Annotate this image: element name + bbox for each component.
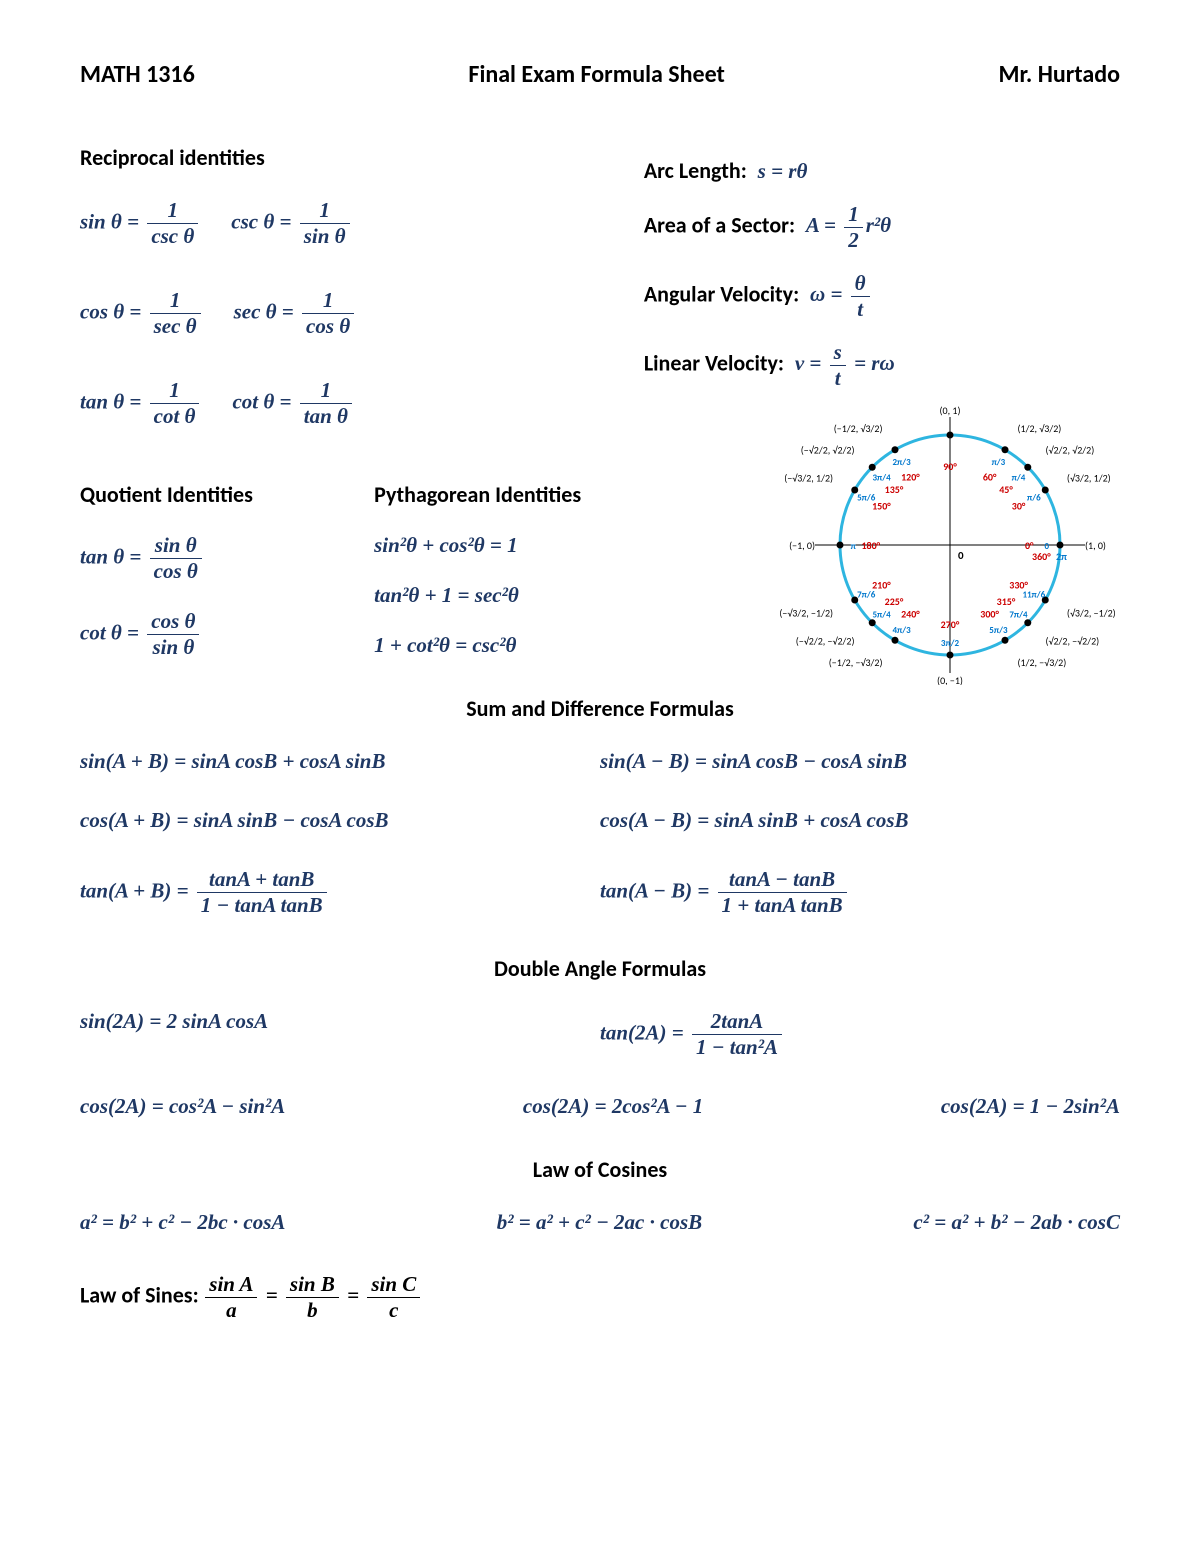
- svg-text:4π/3: 4π/3: [892, 625, 911, 636]
- sumdiff-sin-plus: sin(A + B) = sinA cosB + cosA sinB: [80, 749, 600, 774]
- svg-text:315°: 315°: [997, 595, 1016, 608]
- quot-tan: tan θ = sin θcos θ: [80, 533, 334, 584]
- svg-text:(√2/2, √2/2): (√2/2, √2/2): [1045, 444, 1094, 457]
- angvel-formula: ω = θt: [810, 282, 873, 306]
- svg-text:7π/4: 7π/4: [1009, 609, 1028, 620]
- linvel-label: Linear Velocity:: [644, 349, 784, 376]
- double-title: Double Angle Formulas: [80, 955, 1120, 982]
- page-header: MATH 1316 Final Exam Formula Sheet Mr. H…: [80, 60, 1120, 89]
- svg-text:(1, 0): (1, 0): [1085, 539, 1106, 552]
- svg-text:30°: 30°: [1012, 499, 1026, 512]
- svg-text:π: π: [851, 541, 857, 552]
- pyth-2: tan²θ + 1 = sec²θ: [374, 583, 713, 608]
- sumdiff-tan-minus: tan(A − B) = tanA − tanB1 + tanA tanB: [600, 867, 1120, 918]
- svg-text:(0, 1): (0, 1): [940, 405, 961, 417]
- double-sin: sin(2A) = 2 sinA cosA: [80, 1009, 600, 1060]
- svg-text:90°: 90°: [943, 460, 957, 473]
- svg-text:2π: 2π: [1056, 550, 1067, 563]
- svg-text:270°: 270°: [941, 618, 960, 631]
- recip-cot: cot θ = 1tan θ: [232, 378, 354, 429]
- svg-text:(√3/2, 1/2): (√3/2, 1/2): [1067, 472, 1111, 485]
- svg-text:300°: 300°: [980, 608, 999, 621]
- header-left: MATH 1316: [80, 60, 195, 89]
- sumdiff-sin-minus: sin(A − B) = sinA cosB − cosA sinB: [600, 749, 1120, 774]
- svg-text:120°: 120°: [901, 470, 920, 483]
- sumdiff-cos-minus: cos(A − B) = sinA sinB + cosA cosB: [600, 808, 1120, 833]
- double-cos-1: cos(2A) = cos²A − sin²A: [80, 1094, 285, 1119]
- svg-text:(−√2/2, −√2/2): (−√2/2, −√2/2): [796, 634, 855, 647]
- svg-text:135°: 135°: [885, 483, 904, 496]
- svg-text:(−√3/2, 1/2): (−√3/2, 1/2): [784, 472, 833, 485]
- arc-label: Arc Length:: [644, 157, 747, 184]
- svg-text:(−√2/2, √2/2): (−√2/2, √2/2): [801, 444, 855, 457]
- svg-text:11π/6: 11π/6: [1022, 589, 1045, 600]
- svg-text:(−1/2, −√3/2): (−1/2, −√3/2): [829, 656, 883, 669]
- svg-text:(−1, 0): (−1, 0): [789, 539, 815, 552]
- svg-text:0: 0: [958, 549, 964, 562]
- angvel-label: Angular Velocity:: [644, 280, 799, 307]
- recip-csc: csc θ = 1sin θ: [231, 198, 352, 249]
- svg-text:5π/4: 5π/4: [872, 609, 891, 620]
- pyth-3: 1 + cot²θ = csc²θ: [374, 633, 713, 658]
- lawcos-a: a² = b² + c² − 2bc · cosA: [80, 1210, 285, 1235]
- quotient-title: Quotient Identities: [80, 481, 334, 508]
- svg-text:3π/2: 3π/2: [941, 638, 960, 649]
- svg-text:2π/3: 2π/3: [892, 457, 911, 468]
- svg-text:5π/3: 5π/3: [989, 625, 1008, 636]
- reciprocal-title: Reciprocal identities: [80, 144, 604, 171]
- sector-label: Area of a Sector:: [644, 211, 795, 238]
- linvel-formula: v = st = rω: [795, 351, 895, 375]
- svg-text:3π/4: 3π/4: [872, 473, 891, 484]
- svg-text:π/4: π/4: [1012, 473, 1026, 484]
- svg-text:(0, −1): (0, −1): [937, 674, 963, 685]
- svg-text:(−1/2, √3/2): (−1/2, √3/2): [834, 422, 883, 435]
- header-center: Final Exam Formula Sheet: [468, 60, 724, 89]
- arc-formula: s = rθ: [758, 159, 808, 183]
- sumdiff-cos-plus: cos(A + B) = sinA sinB − cosA cosB: [80, 808, 600, 833]
- unit-circle: 00°0(1, 0)30°π/6(√3/2, 1/2)45°π/4(√2/2, …: [770, 405, 1130, 685]
- svg-text:240°: 240°: [901, 608, 920, 621]
- header-right: Mr. Hurtado: [998, 60, 1120, 89]
- double-cos-2: cos(2A) = 2cos²A − 1: [523, 1094, 703, 1119]
- pyth-1: sin²θ + cos²θ = 1: [374, 533, 713, 558]
- svg-text:45°: 45°: [999, 483, 1013, 496]
- recip-sin: sin θ = 1csc θ: [80, 198, 201, 249]
- lawcos-title: Law of Cosines: [80, 1156, 1120, 1183]
- svg-text:(1/2, √3/2): (1/2, √3/2): [1018, 422, 1062, 435]
- svg-text:π/3: π/3: [992, 457, 1006, 468]
- recip-tan: tan θ = 1cot θ: [80, 378, 202, 429]
- svg-text:5π/6: 5π/6: [857, 493, 876, 504]
- svg-text:π/6: π/6: [1027, 493, 1041, 504]
- lawsin-label: Law of Sines:: [80, 1281, 199, 1308]
- lawsin-formula: sin Aa = sin Bb = sin Cc: [202, 1283, 423, 1307]
- svg-text:360°: 360°: [1032, 550, 1051, 563]
- svg-text:180°: 180°: [861, 539, 880, 552]
- sumdiff-tan-plus: tan(A + B) = tanA + tanB1 − tanA tanB: [80, 867, 600, 918]
- quot-cot: cot θ = cos θsin θ: [80, 609, 334, 660]
- svg-text:(1/2, −√3/2): (1/2, −√3/2): [1018, 656, 1067, 669]
- recip-cos: cos θ = 1sec θ: [80, 288, 204, 339]
- recip-sec: sec θ = 1cos θ: [234, 288, 358, 339]
- double-cos-3: cos(2A) = 1 − 2sin²A: [941, 1094, 1120, 1119]
- svg-text:7π/6: 7π/6: [857, 589, 876, 600]
- svg-text:60°: 60°: [983, 470, 997, 483]
- svg-text:(√3/2, −1/2): (√3/2, −1/2): [1067, 607, 1116, 620]
- sector-formula: A = 12r²θ: [806, 213, 891, 237]
- pythagorean-title: Pythagorean Identities: [374, 481, 713, 508]
- double-tan: tan(2A) = 2tanA1 − tan²A: [600, 1009, 1120, 1060]
- svg-text:(−√3/2, −1/2): (−√3/2, −1/2): [779, 607, 833, 620]
- sumdiff-title: Sum and Difference Formulas: [80, 695, 1120, 722]
- svg-text:(√2/2, −√2/2): (√2/2, −√2/2): [1045, 634, 1099, 647]
- lawcos-c: c² = a² + b² − 2ab · cosC: [913, 1210, 1120, 1235]
- svg-text:225°: 225°: [885, 595, 904, 608]
- lawcos-b: b² = a² + c² − 2ac · cosB: [497, 1210, 702, 1235]
